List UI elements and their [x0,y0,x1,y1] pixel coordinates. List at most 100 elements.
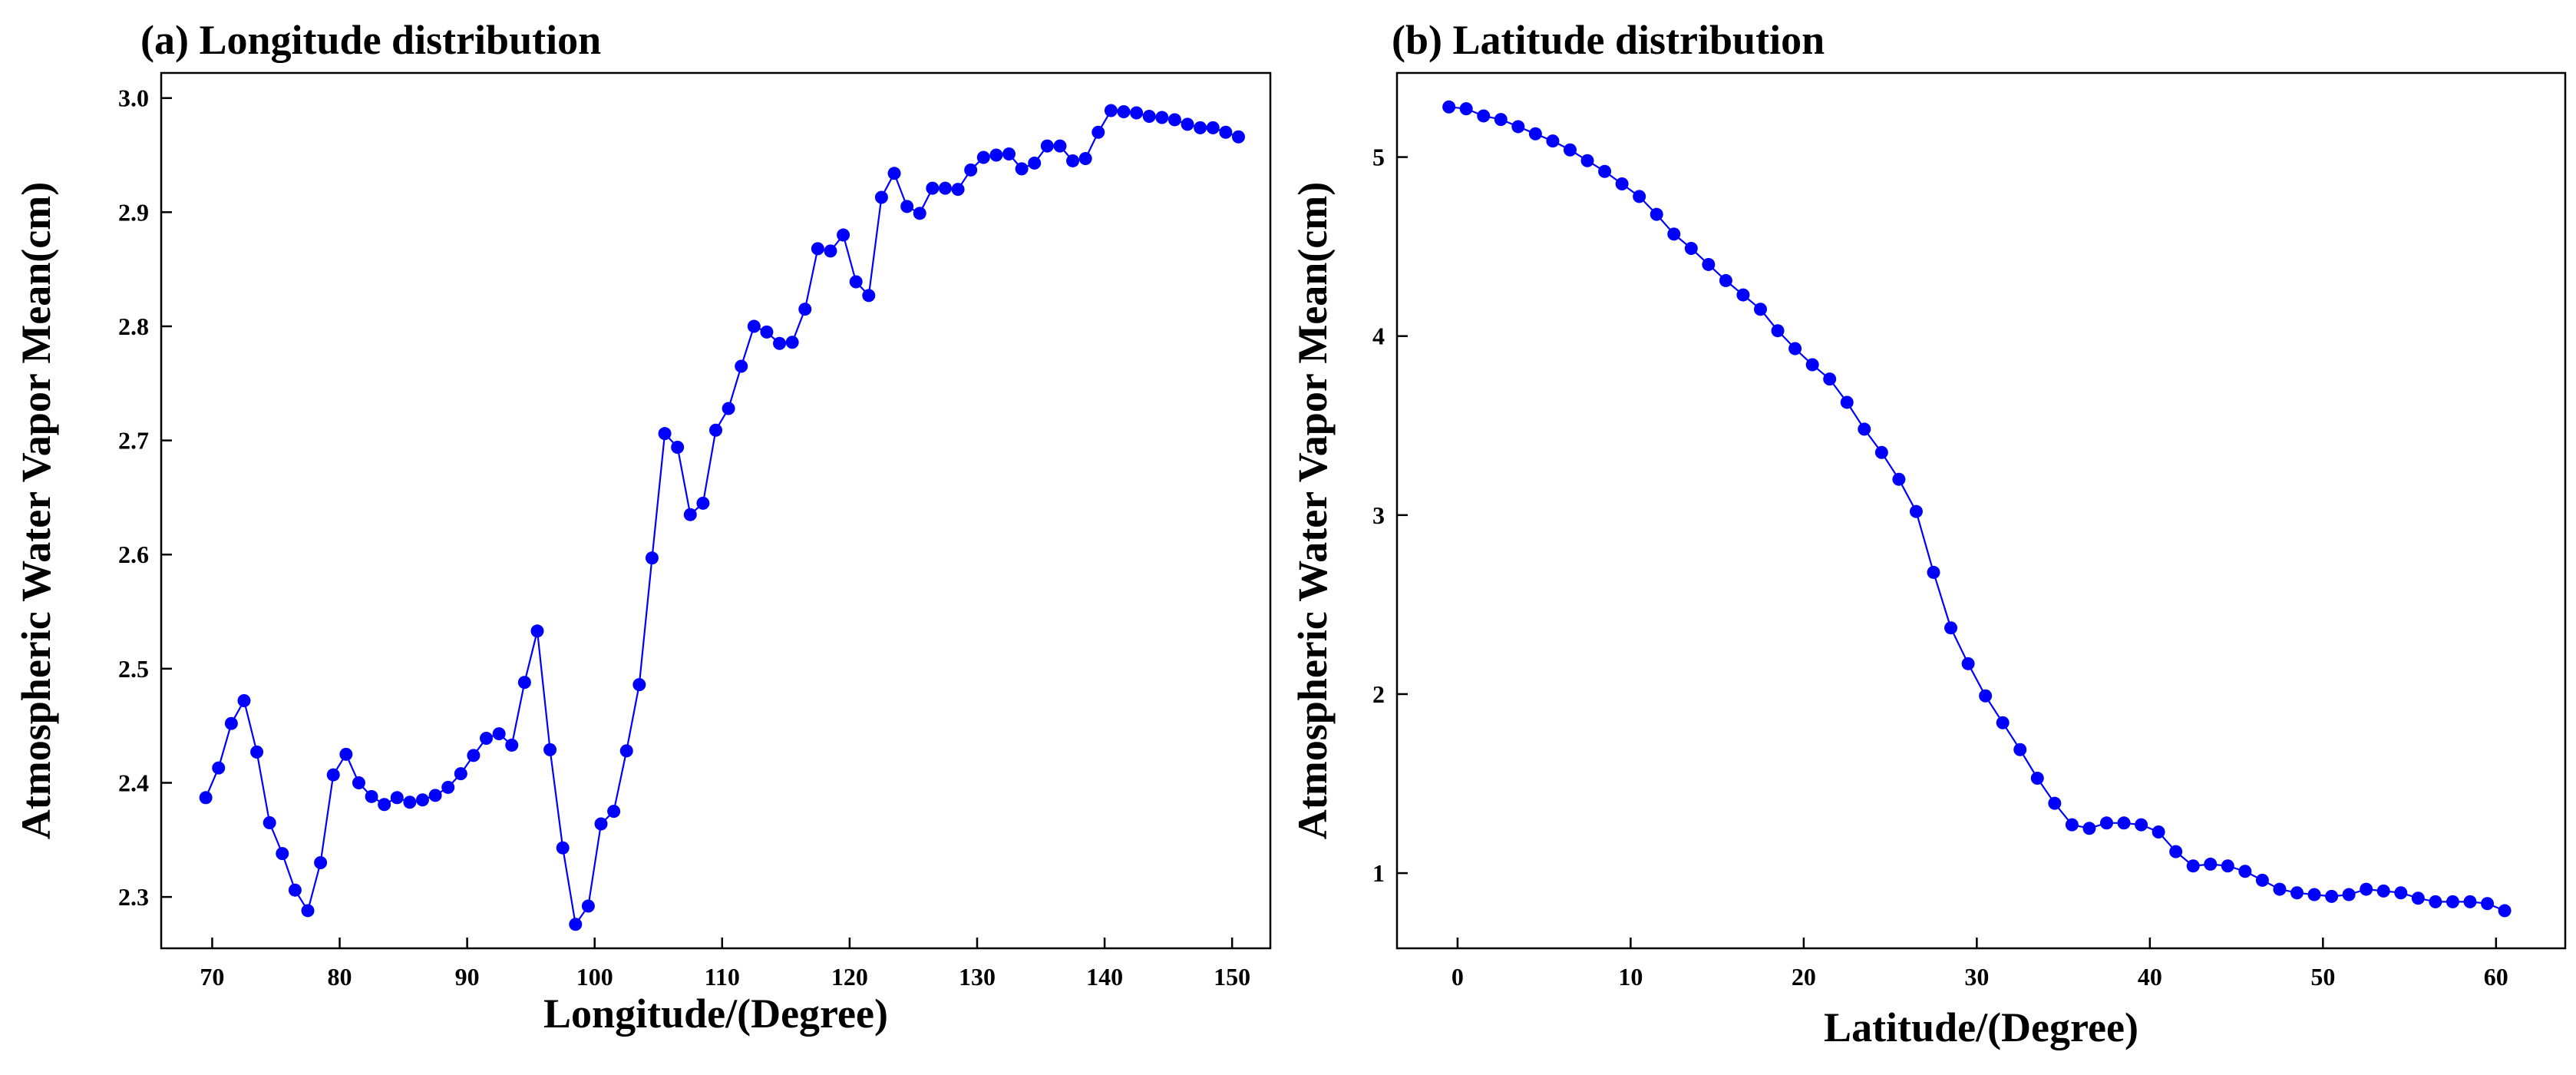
data-point [2221,859,2234,873]
x-tick-label: 60 [2484,963,2508,991]
data-point [467,749,481,762]
data-point [556,841,570,855]
data-point [747,319,761,333]
data-point [1719,273,1732,287]
x-tick-label: 110 [705,963,740,991]
x-tick-label: 150 [1214,963,1250,991]
data-point [301,904,315,918]
data-point [276,847,289,861]
data-point [798,303,812,316]
data-point [517,676,531,690]
data-point [645,551,659,565]
x-tick-label: 10 [1618,963,1643,991]
data-point [1053,139,1067,153]
data-point [1040,139,1054,153]
data-point [1788,342,1802,356]
data-point [773,336,787,350]
data-point [1961,657,1975,670]
data-point [569,918,583,931]
data-point [1702,257,1716,271]
data-point [811,242,824,256]
data-point [1494,113,1508,127]
data-point [1909,504,1923,518]
data-point [683,508,697,521]
data-point [390,791,404,805]
data-point [722,402,735,415]
data-point [480,732,494,746]
data-point [1028,156,1042,170]
data-point [964,163,978,177]
data-point [1805,358,1819,372]
data-point [1511,120,1525,134]
x-tick-label: 80 [328,963,352,991]
data-point [837,228,850,242]
y-tick-label: 4 [1372,322,1385,350]
y-tick-label: 2.7 [118,427,149,455]
x-tick-label: 50 [2310,963,2335,991]
data-point [1927,565,1940,579]
x-tick-label: 70 [200,963,224,991]
x-tick-label: 130 [959,963,996,991]
x-tick-label: 20 [1792,963,1816,991]
data-point [887,167,901,180]
data-point [874,190,888,204]
data-point [224,716,238,730]
data-point [212,761,226,775]
data-point [1142,109,1156,123]
data-point [2481,897,2495,911]
data-point [1206,121,1220,134]
data-point [339,747,353,761]
data-point [1650,207,1663,221]
data-point [760,325,774,339]
data-point [492,727,506,741]
data-point [2342,888,2356,901]
chart-panel-1: (a) Longitude distribution 70 80 90 100 110 12… [13,17,1272,1037]
data-point [1944,621,1958,635]
data-point [2394,886,2408,900]
data-point [1219,125,1233,139]
x-tick-label: 40 [2138,963,2162,991]
data-point [1633,190,1646,203]
data-point [2498,904,2512,918]
series-line [205,109,1239,927]
data-point [1477,109,1491,123]
data-point [2013,743,2027,756]
data-point [1002,147,1016,161]
data-point [2082,822,2096,835]
data-point [2376,884,2390,898]
data-point [735,359,748,373]
data-point [658,427,672,441]
y-tick-label: 2.8 [118,313,149,340]
data-point [415,793,429,807]
data-point [1858,422,1871,436]
data-point [543,743,557,756]
data-point [1130,106,1144,120]
data-point [1754,303,1768,316]
data-point [862,289,876,303]
data-point [1771,324,1785,338]
data-point [505,738,519,752]
x-tick-label: 30 [1964,963,1989,991]
data-point [1598,164,1612,178]
data-point [530,624,544,638]
data-point [1667,227,1681,241]
data-point [2065,818,2079,832]
data-point [288,883,302,897]
data-point [2186,859,2200,873]
data-point [1892,472,1906,486]
data-point [2463,895,2477,908]
x-tick-label: 100 [576,963,613,991]
data-point [2255,873,2269,887]
data-point [619,744,633,758]
data-point [2135,818,2148,832]
data-point [1874,445,1888,459]
y-tick-label: 2.5 [118,655,149,683]
data-point [1117,105,1131,119]
y-tick-label: 1 [1372,859,1385,887]
data-point [2099,816,2113,830]
data-point [428,789,442,802]
data-point [2411,891,2425,905]
data-point [1546,134,1560,148]
data-point [709,423,722,437]
